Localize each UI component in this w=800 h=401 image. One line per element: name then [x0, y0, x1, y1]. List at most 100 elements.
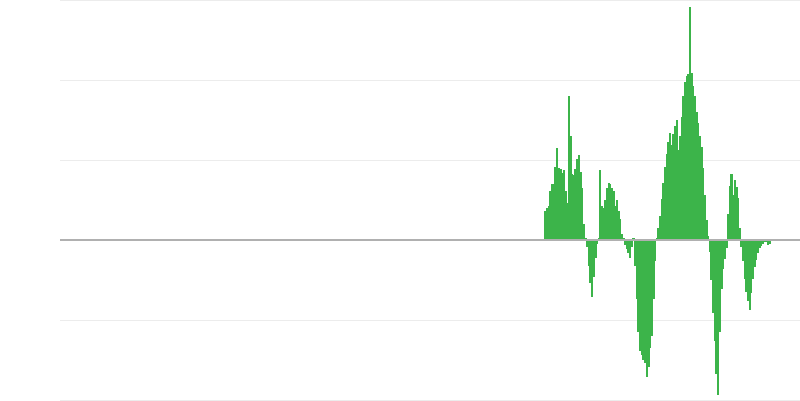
bar [561, 173, 564, 240]
bar [736, 197, 740, 240]
bar [720, 240, 723, 290]
bar [707, 236, 710, 240]
bar [584, 237, 587, 240]
bar [615, 200, 619, 240]
bar [547, 206, 551, 240]
bar [587, 240, 590, 266]
bar [680, 116, 683, 240]
plot-area [60, 0, 800, 401]
bar [567, 96, 570, 240]
bar [733, 179, 736, 240]
bar [582, 223, 585, 240]
bar [726, 214, 730, 240]
bar [634, 240, 637, 266]
bar [649, 240, 652, 349]
bar [574, 169, 577, 240]
bar [756, 240, 760, 254]
gridline [60, 80, 800, 81]
bar [725, 240, 728, 249]
bar [735, 187, 738, 240]
bar [710, 240, 713, 280]
bar [667, 142, 670, 240]
bar [708, 240, 711, 252]
bar [652, 240, 655, 299]
bar [605, 188, 609, 240]
bar [751, 240, 755, 279]
bar [614, 206, 617, 240]
bar [630, 240, 633, 248]
bar [635, 240, 638, 299]
bar [678, 136, 682, 240]
bar [768, 240, 771, 244]
bar [730, 174, 733, 240]
bar [715, 240, 718, 375]
bar [713, 240, 716, 342]
bar [640, 240, 643, 356]
bar [748, 240, 751, 310]
bar [765, 240, 768, 243]
bar [622, 237, 625, 240]
bar [576, 159, 579, 240]
bar [597, 237, 600, 240]
gridline [60, 0, 800, 1]
bar [579, 171, 582, 240]
bar [551, 184, 554, 240]
bar [572, 175, 575, 240]
bar [705, 220, 708, 240]
bar [637, 240, 640, 332]
bar [755, 240, 758, 260]
bar [642, 240, 645, 360]
bar [544, 210, 547, 240]
bar [673, 126, 677, 240]
bar [655, 237, 658, 240]
bar [600, 206, 604, 240]
bar [624, 240, 627, 245]
bar [688, 7, 692, 240]
bar [658, 215, 662, 240]
bar [552, 183, 556, 240]
bar [723, 240, 726, 259]
bar [647, 240, 650, 368]
bar [763, 240, 766, 243]
bar [620, 234, 624, 240]
bar [627, 240, 630, 254]
bar [629, 240, 632, 258]
bar [722, 240, 725, 270]
gridline [60, 320, 800, 321]
bar [589, 240, 592, 284]
bar [639, 240, 642, 351]
bar [766, 240, 770, 245]
bar [571, 174, 574, 240]
bar [644, 240, 647, 364]
bar [695, 112, 698, 240]
bar [718, 240, 721, 332]
bar [585, 240, 589, 248]
bar [580, 188, 584, 240]
bar [577, 155, 580, 240]
bar [549, 190, 552, 240]
bar [758, 240, 761, 249]
bar [703, 195, 707, 240]
bar [617, 210, 620, 240]
bar [594, 240, 597, 258]
bar [619, 218, 622, 240]
bar [556, 148, 559, 240]
bar [663, 167, 667, 240]
bar [657, 228, 660, 240]
bar [740, 240, 743, 248]
bar [690, 72, 693, 240]
bar [683, 82, 687, 240]
bar [590, 240, 594, 298]
bar [562, 170, 565, 240]
bar [604, 200, 607, 240]
bar [677, 149, 680, 240]
bar [753, 240, 756, 268]
bar [670, 144, 673, 240]
bar [698, 136, 702, 240]
bar [559, 169, 562, 240]
bar [702, 168, 705, 240]
bar [599, 170, 602, 240]
bar [761, 240, 765, 244]
bar [693, 96, 697, 240]
bar [672, 134, 675, 240]
